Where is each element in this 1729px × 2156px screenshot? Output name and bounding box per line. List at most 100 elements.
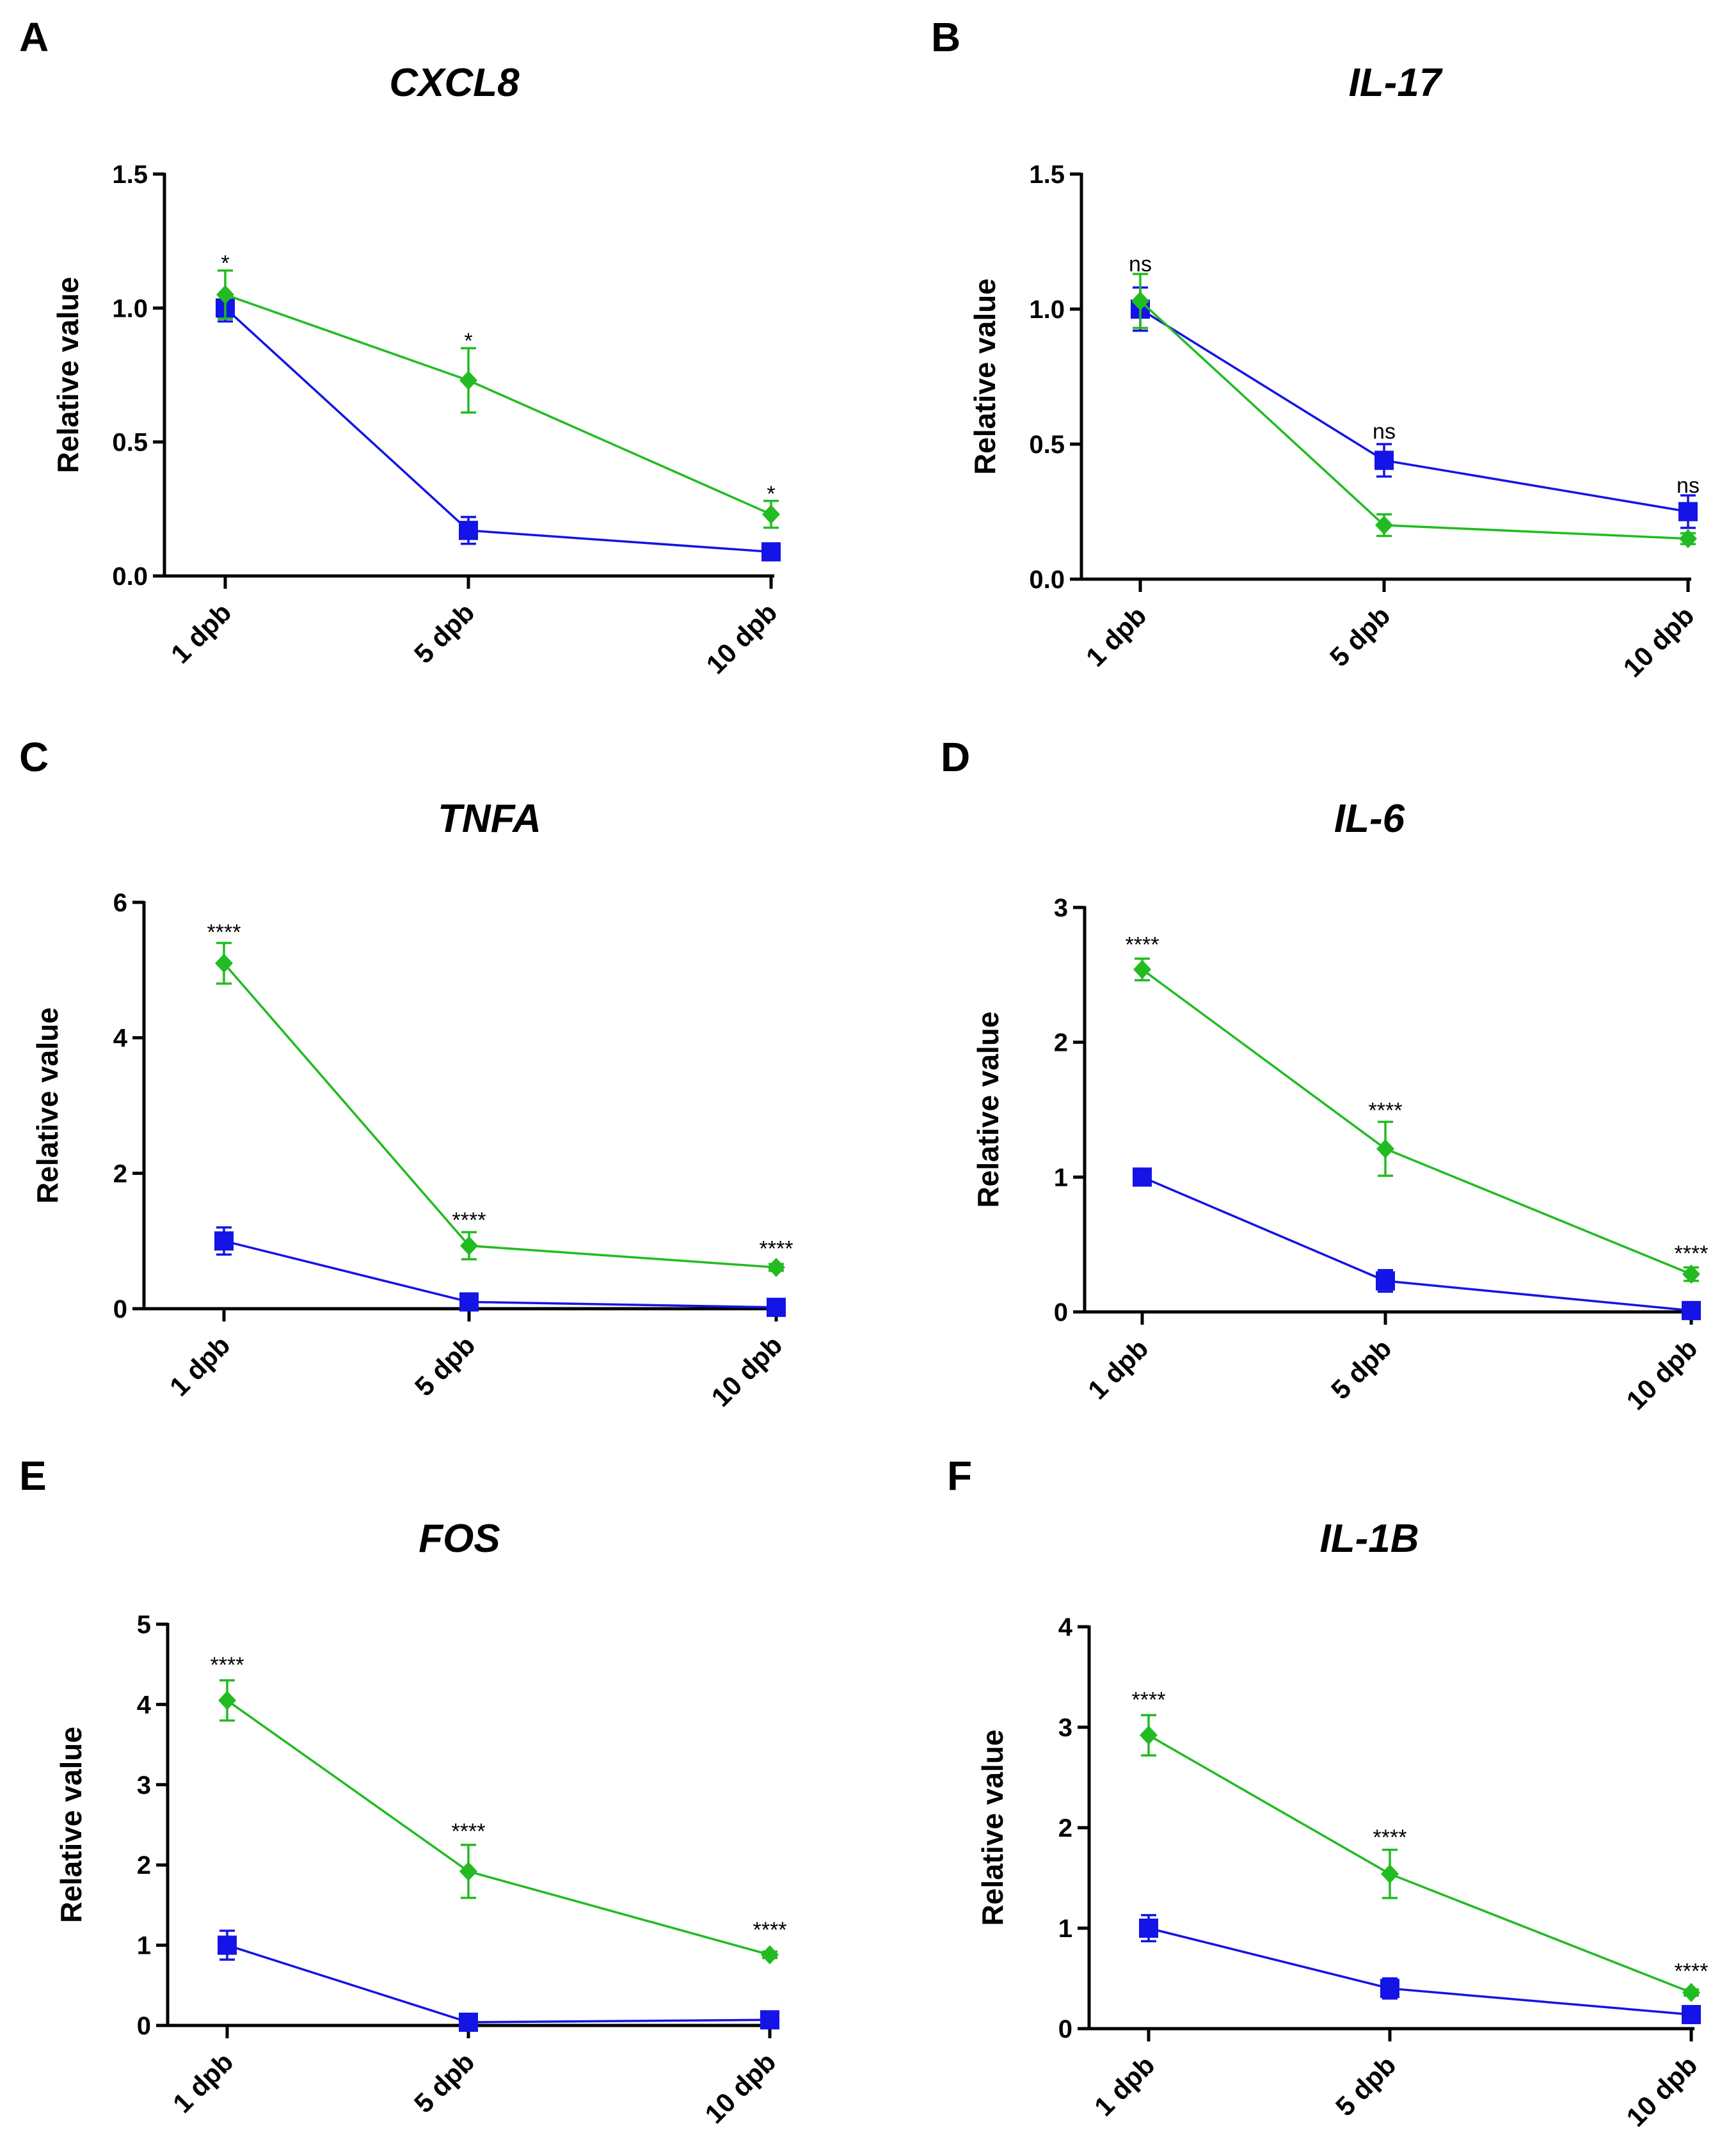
significance-label: **** <box>1675 1242 1709 1266</box>
panel-letter: C <box>19 734 49 780</box>
y-tick-label: 0.5 <box>1029 431 1065 459</box>
series-line-blue <box>227 1944 770 2024</box>
series-line-blue <box>224 307 772 554</box>
data-point-blue <box>1682 1300 1701 1320</box>
data-point-green <box>1131 291 1149 311</box>
y-axis-label: Relative value <box>971 1012 1005 1208</box>
significance-label: **** <box>753 1918 787 1942</box>
x-tick-label: 10 dpb <box>705 1330 788 1412</box>
data-point-blue <box>214 1231 234 1251</box>
significance-label: **** <box>207 920 241 945</box>
y-axis-label: Relative value <box>54 1727 88 1923</box>
y-tick-label: 0.0 <box>1029 566 1065 594</box>
x-tick-label: 5 dpb <box>1324 600 1396 672</box>
data-point-blue <box>1678 502 1698 522</box>
y-tick-label: 2 <box>113 1160 127 1188</box>
series-line-blue <box>1148 1927 1692 2016</box>
y-tick-label: 2 <box>137 1851 151 1880</box>
panel-letter: E <box>19 1453 47 1499</box>
data-point-green <box>215 954 233 973</box>
chart-panel-d: D IL-6 0 1 2 3 Relative value 1 dpb 5 dpb 10 dpb *… <box>941 734 1708 1416</box>
data-point-blue <box>459 1292 479 1312</box>
data-point-blue <box>1376 1271 1395 1291</box>
data-point-green <box>459 1862 477 1881</box>
significance-label: ns <box>1677 474 1700 498</box>
series-line-green <box>1141 968 1692 1275</box>
data-point-green <box>216 285 234 305</box>
panel-letter: F <box>947 1453 972 1499</box>
data-point-green <box>762 504 780 524</box>
y-axis-label: Relative value <box>968 278 1001 475</box>
significance-label: ns <box>1373 420 1396 444</box>
series-line-blue <box>1140 308 1689 513</box>
x-tick-label: 1 dpb <box>1080 600 1152 672</box>
y-tick-label: 5 <box>137 1611 151 1639</box>
panel-letter: A <box>19 14 49 60</box>
y-tick-label: 0.5 <box>112 429 148 457</box>
y-tick-label: 0.0 <box>112 563 148 591</box>
series-line-green <box>225 293 772 516</box>
data-point-blue <box>1682 2005 1701 2025</box>
x-tick-label: 5 dpb <box>409 1330 481 1401</box>
x-tick-label: 10 dpb <box>1620 1333 1703 1416</box>
x-tick-label: 1 dpb <box>165 597 237 669</box>
x-tick-label: 1 dpb <box>1088 2050 1160 2121</box>
x-tick-label: 10 dpb <box>699 2047 781 2129</box>
data-point-green <box>1376 1139 1394 1159</box>
y-tick-label: 1 <box>1058 1915 1072 1943</box>
panel-letter: B <box>931 14 960 60</box>
significance-label: * <box>767 482 775 506</box>
chart-title: IL-1B <box>1320 1517 1419 1561</box>
data-point-green <box>460 1236 478 1256</box>
y-tick-label: 4 <box>113 1025 128 1053</box>
y-axis-label: Relative value <box>976 1730 1009 1926</box>
x-tick-label: 1 dpb <box>164 1330 235 1401</box>
data-point-blue <box>1374 451 1394 470</box>
y-tick-label: 0 <box>113 1295 127 1323</box>
y-axis-label: Relative value <box>51 277 84 474</box>
x-tick-label: 10 dpb <box>1617 600 1700 683</box>
data-point-green <box>1140 1725 1158 1745</box>
chart-panel-a: A CXCL8 0.0 0.5 1.0 1.5 Relative value 1 dpb 5 d… <box>19 14 783 680</box>
data-point-green <box>767 1258 785 1277</box>
significance-label: **** <box>1126 933 1159 957</box>
y-tick-label: 1 <box>1054 1163 1068 1192</box>
data-point-green <box>1133 959 1151 979</box>
chart-title: TNFA <box>438 797 541 841</box>
y-tick-label: 2 <box>1054 1029 1068 1057</box>
x-tick-label: 10 dpb <box>700 597 783 680</box>
data-point-green <box>1375 515 1393 535</box>
chart-panel-e: E FOS 0 1 2 3 4 5 Relative value 1 dpb 5 dpb 10 dpb… <box>19 1453 786 2129</box>
significance-label: ns <box>1129 252 1152 276</box>
chart-title: IL-17 <box>1349 61 1443 105</box>
significance-label: **** <box>452 1208 486 1233</box>
data-point-blue <box>218 1935 237 1955</box>
x-tick-label: 1 dpb <box>167 2047 239 2118</box>
y-tick-label: 6 <box>113 889 127 917</box>
x-tick-label: 5 dpb <box>408 2047 480 2118</box>
chart-title: CXCL8 <box>389 61 520 105</box>
significance-label: **** <box>452 1819 486 1844</box>
y-tick-label: 1.5 <box>1029 161 1065 189</box>
chart-panel-f: F IL-1B 0 1 2 3 4 Relative value 1 dpb 5 dpb 10 dp… <box>947 1453 1708 2132</box>
data-point-blue <box>760 2010 779 2030</box>
chart-panel-c: C TNFA 0 2 4 6 Relative value 1 dpb 5 dpb 10 dpb *… <box>19 734 793 1412</box>
significance-label: **** <box>1369 1099 1403 1123</box>
series-line-green <box>226 1699 770 1956</box>
series-line-blue <box>1142 1176 1692 1312</box>
significance-label: **** <box>1132 1688 1166 1713</box>
y-tick-label: 3 <box>137 1771 151 1800</box>
y-tick-label: 0 <box>1054 1298 1068 1327</box>
y-tick-label: 1.5 <box>112 161 148 189</box>
data-point-blue <box>1133 1167 1152 1187</box>
chart-title: IL-6 <box>1334 797 1405 841</box>
y-tick-label: 4 <box>1058 1613 1073 1641</box>
significance-label: **** <box>760 1236 793 1261</box>
data-point-green <box>459 371 477 390</box>
y-tick-label: 3 <box>1054 894 1068 922</box>
panel-letter: D <box>941 734 970 780</box>
significance-label: * <box>221 252 229 276</box>
data-point-blue <box>459 2012 478 2032</box>
x-tick-label: 10 dpb <box>1620 2050 1703 2132</box>
